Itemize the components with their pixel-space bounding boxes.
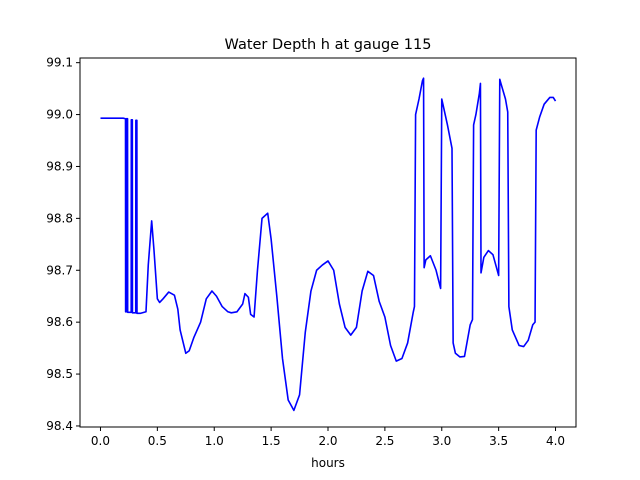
y-tick-label: 98.7: [46, 263, 73, 277]
x-tick-label: 0.5: [148, 434, 167, 448]
x-tick-label: 0.0: [91, 434, 110, 448]
x-tick-label: 2.0: [318, 434, 337, 448]
x-axis-label: hours: [311, 456, 345, 470]
chart-title: Water Depth h at gauge 115: [225, 37, 432, 53]
x-axis: 0.0 0.5 1.0 1.5 2.0 2.5 3.0 3.5 4.0: [91, 427, 565, 448]
y-tick-label: 98.9: [46, 159, 73, 173]
y-axis: 98.4 98.5 98.6 98.7 98.8 98.9 99.0 99.1: [46, 56, 80, 433]
y-tick-label: 99.0: [46, 108, 73, 122]
y-tick-label: 98.8: [46, 211, 73, 225]
x-tick-label: 1.0: [205, 434, 224, 448]
x-tick-label: 4.0: [546, 434, 565, 448]
series-line: [100, 77, 557, 412]
x-tick-label: 2.5: [375, 434, 394, 448]
y-tick-label: 98.6: [46, 315, 73, 329]
x-tick-label: 1.5: [262, 434, 281, 448]
plot-frame: [79, 57, 577, 428]
y-tick-label: 98.4: [46, 419, 73, 433]
x-tick-label: 3.5: [489, 434, 508, 448]
plot-layer: [100, 77, 557, 412]
x-tick-label: 3.0: [432, 434, 451, 448]
y-tick-label: 99.1: [46, 56, 73, 70]
y-tick-label: 98.5: [46, 367, 73, 381]
